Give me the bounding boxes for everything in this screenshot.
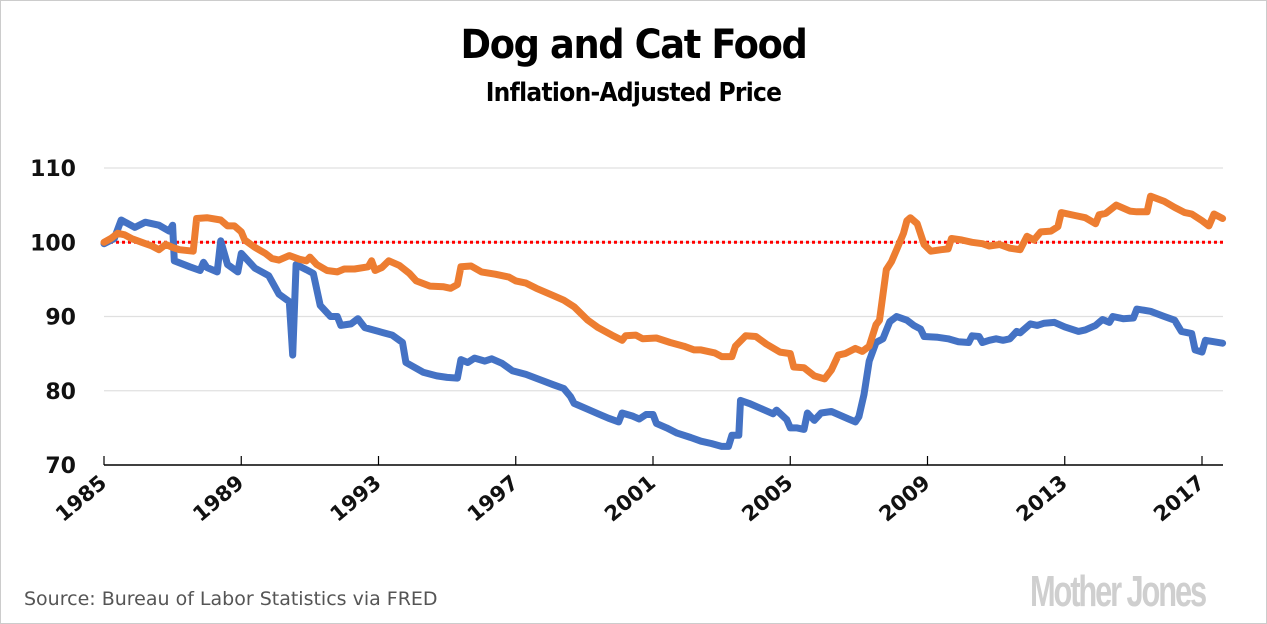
x-tick-label: 2005 [737,470,797,526]
y-tick-label: 100 [30,231,76,256]
y-tick-label: 80 [45,380,76,405]
x-tick-label: 1993 [326,470,386,526]
x-tick-label: 2001 [600,470,660,526]
x-tick-label: 1997 [463,470,523,526]
x-tick-label: 2013 [1012,470,1072,526]
x-axis-ticks: 1985 1989 1993 1997 2001 2005 2009 2013 2017 [51,456,1209,526]
y-tick-label: 110 [30,157,76,182]
y-axis-ticks: 70 80 90 100 110 [30,157,76,479]
series-line-orange [100,192,1227,383]
y-tick-label: 90 [45,306,76,331]
mother-jones-logo: Mother Jones [1030,567,1207,616]
series-line-blue [100,216,1227,450]
series-group [100,192,1227,450]
y-tick-label: 70 [45,454,76,479]
x-tick-label: 2009 [875,470,935,526]
chart-subtitle: Inflation-Adjusted Price [485,78,782,108]
chart-title: Dog and Cat Food [460,22,808,68]
x-tick-label: 2017 [1149,470,1209,526]
source-note: Source: Bureau of Labor Statistics via F… [24,588,438,610]
x-tick-label: 1989 [188,470,248,526]
